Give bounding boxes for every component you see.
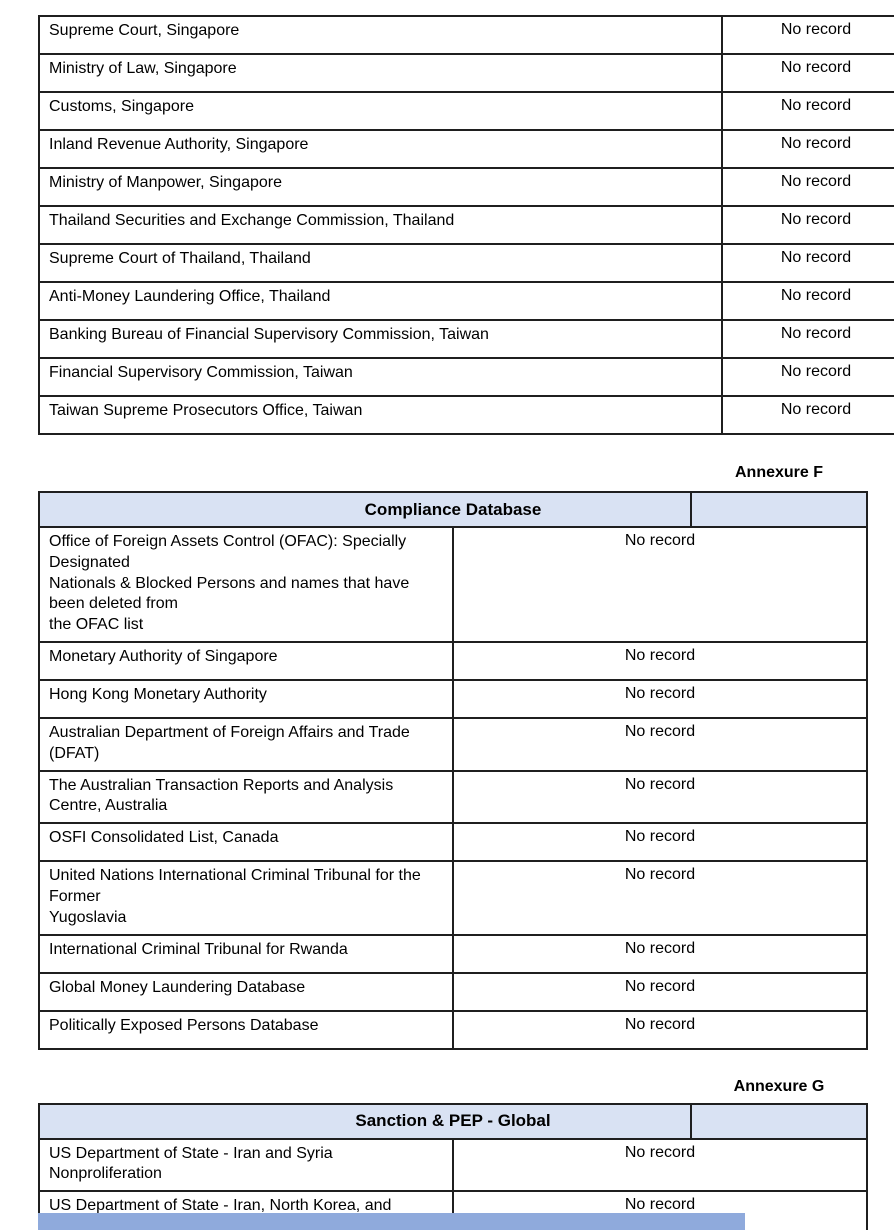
source-cell: Banking Bureau of Financial Supervisory … [38,319,723,359]
table-title-row: Compliance Database [38,491,868,528]
table-row: Hong Kong Monetary Authority No record [38,678,868,719]
sanction-pep-global-table: Sanction & PEP - Global US Department of… [38,1102,868,1230]
table-row: Banking Bureau of Financial Supervisory … [38,319,894,359]
source-cell: US Department of State - Iran and Syria … [38,1137,454,1193]
result-cell: No record [721,129,894,169]
source-cell: Australian Department of Foreign Affairs… [38,716,454,772]
table-row: Ministry of Law, Singapore No record [38,53,894,93]
source-cell: International Criminal Tribunal for Rwan… [38,933,454,974]
table-row: Monetary Authority of Singapore No record [38,640,868,681]
table-row: Supreme Court, Singapore No record [38,15,894,55]
source-cell: Taiwan Supreme Prosecutors Office, Taiwa… [38,395,723,435]
result-cell: No record [721,281,894,321]
source-cell: Global Money Laundering Database [38,971,454,1012]
source-cell: Supreme Court, Singapore [38,15,723,55]
result-cell: No record [452,971,868,1012]
table-body: Office of Foreign Assets Control (OFAC):… [38,526,868,1050]
source-cell: OSFI Consolidated List, Canada [38,822,454,863]
report-content: Supreme Court, Singapore No record Ministr… [38,15,894,1230]
table-header: Compliance Database [38,491,868,528]
table-body: Supreme Court, Singapore No record Ministr… [38,15,894,435]
screening-sources-table-continued: Supreme Court, Singapore No record Ministr… [38,15,894,435]
table-row: Anti-Money Laundering Office, Thailand No… [38,281,894,321]
table-row: The Australian Transaction Reports and A… [38,769,868,825]
source-cell: Monetary Authority of Singapore [38,640,454,681]
table-header: Sanction & PEP - Global [38,1102,868,1140]
compliance-database-table: Compliance Database Office of Foreign As… [38,491,868,1050]
result-cell: No record [452,526,868,643]
source-cell: Thailand Securities and Exchange Commiss… [38,205,723,245]
result-cell: No record [452,640,868,681]
result-cell: No record [721,395,894,435]
result-cell: No record [452,860,868,936]
source-cell: Inland Revenue Authority, Singapore [38,129,723,169]
next-table-cutoff-band [38,1213,745,1230]
source-cell: Anti-Money Laundering Office, Thailand [38,281,723,321]
table-title-row: Sanction & PEP - Global [38,1102,868,1140]
table-row: Ministry of Manpower, Singapore No record [38,167,894,207]
table-row: OSFI Consolidated List, Canada No record [38,822,868,863]
table-row: Australian Department of Foreign Affairs… [38,716,868,772]
table-title-text: Compliance Database [364,499,542,519]
source-cell: The Australian Transaction Reports and A… [38,769,454,825]
result-cell: No record [721,205,894,245]
table-row: Taiwan Supreme Prosecutors Office, Taiwa… [38,395,894,435]
column-divider-line [690,493,692,526]
result-cell: No record [452,933,868,974]
result-cell: No record [452,1009,868,1050]
source-cell: Office of Foreign Assets Control (OFAC):… [38,526,454,643]
result-cell: No record [452,769,868,825]
result-cell: No record [721,357,894,397]
table-body: US Department of State - Iran and Syria … [38,1137,868,1230]
table-row: Office of Foreign Assets Control (OFAC):… [38,526,868,643]
compliance-database-title-cell: Compliance Database [38,491,868,528]
table-row: United Nations International Criminal Tr… [38,860,868,936]
table-title-text: Sanction & PEP - Global [355,1111,551,1131]
table-row: Supreme Court of Thailand, Thailand No re… [38,243,894,283]
table-row: Politically Exposed Persons Database No r… [38,1009,868,1050]
result-cell: No record [721,15,894,55]
source-cell: Ministry of Manpower, Singapore [38,167,723,207]
result-cell: No record [452,678,868,719]
result-cell: No record [452,822,868,863]
source-cell: Supreme Court of Thailand, Thailand [38,243,723,283]
annexure-f-label: Annexure F [734,464,823,481]
result-cell: No record [721,91,894,131]
source-cell: Politically Exposed Persons Database [38,1009,454,1050]
table-row: Inland Revenue Authority, Singapore No re… [38,129,894,169]
result-cell: No record [452,1137,868,1193]
column-divider-line [690,1104,692,1138]
result-cell: No record [721,243,894,283]
table-row: International Criminal Tribunal for Rwan… [38,933,868,974]
source-cell: Ministry of Law, Singapore [38,53,723,93]
source-cell: Hong Kong Monetary Authority [38,678,454,719]
result-cell: No record [721,167,894,207]
annexure-g-label: Annexure G [733,1077,825,1095]
table-row: Customs, Singapore No record [38,91,894,131]
source-cell: Financial Supervisory Commission, Taiwan [38,357,723,397]
sanction-pep-title-cell: Sanction & PEP - Global [38,1102,868,1140]
source-cell: Customs, Singapore [38,91,723,131]
table-row: Thailand Securities and Exchange Commiss… [38,205,894,245]
result-cell: No record [452,716,868,772]
table-row: US Department of State - Iran and Syria … [38,1137,868,1193]
result-cell: No record [721,319,894,359]
source-cell: United Nations International Criminal Tr… [38,860,454,936]
result-cell: No record [721,53,894,93]
table-row: Global Money Laundering Database No recor… [38,971,868,1012]
table-row: Financial Supervisory Commission, Taiwan… [38,357,894,397]
